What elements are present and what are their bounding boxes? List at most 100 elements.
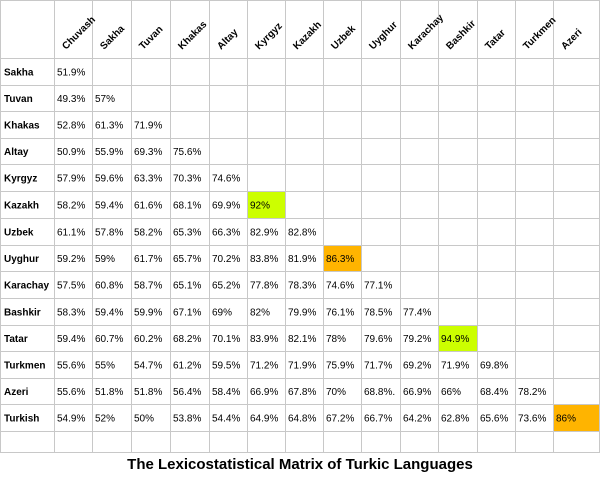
matrix-cell-value: 82.9% <box>250 228 278 239</box>
matrix-cell-value: 67.1% <box>173 308 201 319</box>
matrix-cell-value: 62.8% <box>441 414 469 425</box>
matrix-cell-value: 78.2% <box>518 387 546 398</box>
matrix-cell-value: 53.8% <box>173 414 201 425</box>
matrix-cell-value: 64.8% <box>288 414 316 425</box>
matrix-cell-value: 55.6% <box>57 361 85 372</box>
matrix-cell-value: 55.9% <box>95 147 123 158</box>
row-header: Turkmen <box>4 361 46 372</box>
matrix-cell-value: 71.9% <box>134 121 162 132</box>
matrix-cell-value: 65.7% <box>173 254 201 265</box>
matrix-cell-value: 69.2% <box>403 361 431 372</box>
matrix-cell-value: 77.1% <box>364 281 392 292</box>
column-header: Altay <box>215 27 240 52</box>
matrix-cell-value: 74.6% <box>326 281 354 292</box>
matrix-cell-value: 68.2% <box>173 334 201 345</box>
column-header: Kyrgyz <box>253 21 284 52</box>
column-header: Khakas <box>176 19 209 52</box>
row-header: Sakha <box>4 68 34 79</box>
matrix-cell-value: 73.6% <box>518 414 546 425</box>
matrix-cell-value: 63.3% <box>134 174 162 185</box>
matrix-cell-value: 59% <box>95 254 115 265</box>
matrix-cell-value: 54.9% <box>57 414 85 425</box>
matrix-cell-value: 66.7% <box>364 414 392 425</box>
matrix-cell-value: 79.6% <box>364 334 392 345</box>
matrix-cell-value: 52% <box>95 414 115 425</box>
matrix-cell-value: 65.3% <box>173 228 201 239</box>
row-header: Khakas <box>4 121 40 132</box>
column-header: Azeri <box>559 27 584 52</box>
table-grid <box>0 0 600 453</box>
matrix-cell-value: 67.8% <box>288 387 316 398</box>
column-header: Karachay <box>406 12 446 52</box>
matrix-cell-value: 79.9% <box>288 308 316 319</box>
matrix-cell-value: 82.8% <box>288 228 316 239</box>
matrix-cell-value: 78% <box>326 334 346 345</box>
matrix-cell-value: 71.9% <box>288 361 316 372</box>
matrix-cell-value: 57.5% <box>57 281 85 292</box>
matrix-cell-value: 82% <box>250 308 270 319</box>
matrix-cell-value: 49.3% <box>57 94 85 105</box>
matrix-cell-value: 69.8% <box>480 361 508 372</box>
matrix-cell-value: 66.9% <box>403 387 431 398</box>
matrix-cell-value: 65.2% <box>212 281 240 292</box>
row-header: Uzbek <box>4 228 34 239</box>
row-header: Tatar <box>4 334 28 345</box>
matrix-cell-value: 67.2% <box>326 414 354 425</box>
column-header: Tuvan <box>137 24 165 52</box>
matrix-cell-value: 54.7% <box>134 361 162 372</box>
row-header: Karachay <box>4 281 49 292</box>
matrix-cell-value: 82.1% <box>288 334 316 345</box>
matrix-cell-value: 51.8% <box>95 387 123 398</box>
highlight-cell <box>438 326 477 351</box>
row-header: Uyghur <box>4 254 39 265</box>
matrix-cell-value: 58.2% <box>134 228 162 239</box>
matrix-cell-value: 69.3% <box>134 147 162 158</box>
matrix-cell-value: 78.3% <box>288 281 316 292</box>
matrix-cell-value: 83.8% <box>250 254 278 265</box>
matrix-cell-value: 57% <box>95 94 115 105</box>
matrix-cell-value: 57.8% <box>95 228 123 239</box>
matrix-cell-value: 59.4% <box>95 201 123 212</box>
matrix-cell-value: 71.9% <box>441 361 469 372</box>
matrix-cell-value: 66% <box>441 387 461 398</box>
matrix-cell-value: 51.8% <box>134 387 162 398</box>
highlight-cell <box>553 405 600 431</box>
matrix-cell-value: 64.2% <box>403 414 431 425</box>
matrix-cell-value: 69% <box>212 308 232 319</box>
matrix-cell-value: 70.3% <box>173 174 201 185</box>
matrix-cell-value: 52.8% <box>57 121 85 132</box>
row-header: Bashkir <box>4 308 41 319</box>
row-header: Turkish <box>4 414 39 425</box>
matrix-cell-value: 58.7% <box>134 281 162 292</box>
matrix-cell-value: 58.3% <box>57 308 85 319</box>
highlight-cell <box>247 192 285 218</box>
column-header: Uyghur <box>367 20 400 53</box>
matrix-cell-value: 60.7% <box>95 334 123 345</box>
matrix-cell-value: 78.5% <box>364 308 392 319</box>
matrix-cell-value: 54.4% <box>212 414 240 425</box>
matrix-cell-value: 65.1% <box>173 281 201 292</box>
row-header: Kyrgyz <box>4 174 37 185</box>
matrix-cell-value: 70.2% <box>212 254 240 265</box>
matrix-cell-value: 70% <box>326 387 346 398</box>
highlight-cell <box>323 246 361 271</box>
matrix-cell-value: 68.8%. <box>364 387 395 398</box>
row-header: Altay <box>4 147 29 158</box>
matrix-cell-value: 61.6% <box>134 201 162 212</box>
matrix-cell-value: 60.8% <box>95 281 123 292</box>
matrix-cell-value: 61.1% <box>57 228 85 239</box>
matrix-cell-value: 68.1% <box>173 201 201 212</box>
matrix-cell-value: 51.9% <box>57 68 85 79</box>
column-header: Kazakh <box>291 20 324 53</box>
matrix-cell-value: 71.7% <box>364 361 392 372</box>
matrix-cell-value: 55.6% <box>57 387 85 398</box>
matrix-cell-value: 56.4% <box>173 387 201 398</box>
matrix-cell-value: 66.9% <box>250 387 278 398</box>
matrix-cell-value: 68.4% <box>480 387 508 398</box>
matrix-cell-value: 58.4% <box>212 387 240 398</box>
matrix-cell-value: 58.2% <box>57 201 85 212</box>
matrix-cell-value: 74.6% <box>212 174 240 185</box>
matrix-cell-value: 86.3% <box>326 254 354 265</box>
column-header: Sakha <box>98 23 127 52</box>
